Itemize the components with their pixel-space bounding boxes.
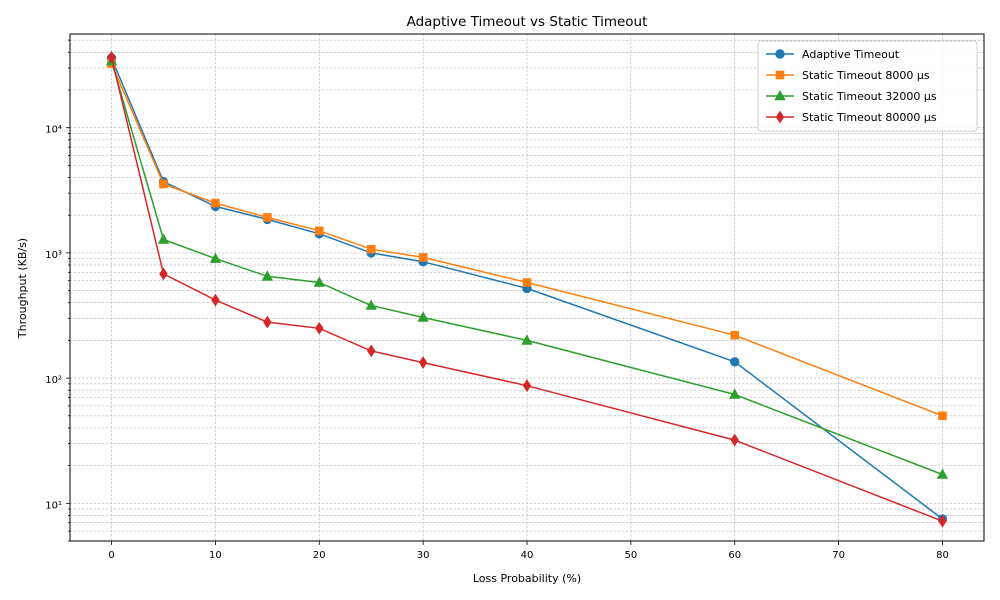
data-point [209, 252, 222, 263]
y-tick-label: 10⁴ [45, 125, 62, 136]
x-axis: 0 10 20 30 40 50 60 70 80 [108, 541, 949, 561]
data-point [263, 213, 272, 222]
data-point [367, 344, 376, 358]
legend-item: Adaptive Timeout [766, 48, 900, 61]
data-point [159, 267, 168, 281]
legend-item: Static Timeout 8000 µs [766, 69, 930, 82]
x-tick-label: 50 [624, 550, 637, 561]
data-point [522, 379, 532, 393]
series [107, 50, 947, 528]
x-tick-label: 20 [313, 550, 326, 561]
y-tick-label: 10³ [45, 250, 62, 261]
data-point [159, 179, 168, 189]
data-point [730, 357, 740, 367]
data-point [938, 411, 947, 421]
series-line [110, 57, 943, 522]
y-axis-title: Throughput (KB/s) [16, 238, 29, 339]
data-point [314, 226, 324, 236]
legend-label: Static Timeout 8000 µs [802, 69, 930, 82]
y-tick-label: 10² [45, 375, 62, 386]
data-point [261, 270, 273, 281]
x-tick-label: 30 [417, 550, 430, 561]
data-point [211, 198, 220, 208]
y-tick-label: 10¹ [45, 500, 62, 511]
data-point [730, 433, 739, 447]
legend-box [757, 40, 978, 132]
data-point [729, 388, 741, 399]
legend-label: Static Timeout 80000 µs [802, 111, 937, 124]
series [105, 55, 949, 479]
chart-title: Adaptive Timeout vs Static Timeout [407, 14, 648, 30]
data-point [938, 514, 947, 528]
legend-marker [774, 89, 786, 101]
y-axis: 10¹ 10² 10³ 10⁴ [45, 39, 70, 542]
x-tick-label: 60 [728, 550, 741, 561]
data-point [315, 321, 324, 335]
series-line [110, 63, 943, 417]
data-point [522, 278, 532, 287]
legend-label: Static Timeout 32000 µs [802, 90, 937, 103]
x-tick-label: 80 [936, 550, 949, 561]
data-point [936, 468, 949, 479]
legend-marker [775, 49, 785, 59]
x-tick-label: 0 [108, 550, 114, 561]
data-point [107, 50, 116, 64]
x-tick-label: 40 [521, 550, 534, 561]
legend-label: Adaptive Timeout [802, 48, 900, 61]
x-axis-title: Loss Probability (%) [473, 572, 581, 585]
legend-item: Static Timeout 80000 µs [766, 110, 937, 124]
series-line [110, 60, 943, 476]
data-point [730, 330, 740, 340]
x-tick-label: 70 [832, 550, 845, 561]
legend-marker [775, 110, 785, 124]
data-point [211, 293, 220, 307]
x-tick-label: 10 [209, 550, 222, 561]
data-point [418, 253, 428, 262]
data-point [157, 233, 170, 244]
data-point [418, 356, 428, 370]
data-point [263, 315, 272, 329]
legend-marker [775, 70, 785, 80]
data-point [521, 334, 533, 345]
data-point [313, 276, 325, 287]
series-layer [105, 50, 949, 528]
data-point [366, 244, 376, 254]
legend: Adaptive Timeout Static Timeout 8000 µs St… [757, 40, 978, 132]
data-point [417, 311, 429, 322]
legend-item: Static Timeout 32000 µs [766, 89, 937, 103]
data-point [365, 299, 377, 310]
